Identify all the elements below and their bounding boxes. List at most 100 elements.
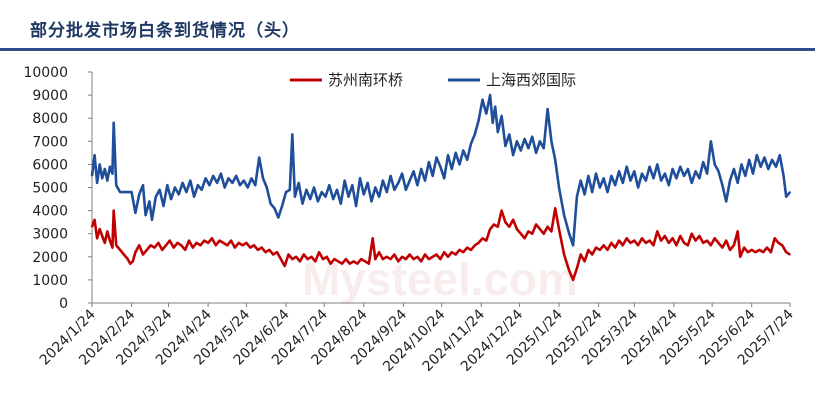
data-point <box>563 214 565 216</box>
data-point <box>320 191 323 193</box>
data-point <box>397 260 400 263</box>
data-point <box>356 262 359 265</box>
data-point <box>789 191 791 193</box>
data-point <box>235 175 237 177</box>
data-point <box>470 142 472 145</box>
data-point <box>412 258 415 260</box>
data-point <box>132 260 134 263</box>
data-point <box>520 232 522 235</box>
data-point <box>618 239 620 242</box>
data-point <box>474 133 476 136</box>
data-point <box>266 186 268 189</box>
y-tick-label: 2000 <box>32 250 68 266</box>
data-point <box>572 244 574 247</box>
data-point <box>287 253 290 256</box>
data-point <box>197 184 199 186</box>
data-point <box>374 258 377 260</box>
legend: 苏州南环桥 上海西郊国际 <box>290 71 576 89</box>
data-point <box>424 179 426 182</box>
data-point <box>485 239 488 242</box>
data-point <box>368 262 370 265</box>
data-point <box>184 249 186 251</box>
data-point <box>477 119 480 122</box>
data-point <box>119 249 121 251</box>
series-line <box>90 207 791 282</box>
data-point <box>664 172 666 175</box>
data-point <box>687 168 689 170</box>
data-point <box>386 255 388 258</box>
data-point <box>250 177 253 180</box>
data-point <box>729 249 731 251</box>
data-point <box>260 246 263 249</box>
data-point <box>345 258 347 260</box>
data-point <box>754 251 757 253</box>
data-point <box>148 200 151 203</box>
data-point <box>762 251 764 253</box>
data-point <box>273 207 276 210</box>
data-point <box>333 258 336 260</box>
data-point <box>347 195 350 198</box>
data-point <box>208 184 211 186</box>
data-point <box>336 189 338 191</box>
data-point <box>462 149 465 152</box>
data-point <box>393 253 396 256</box>
data-point <box>203 239 206 242</box>
data-point <box>172 246 175 249</box>
data-point <box>698 235 701 237</box>
data-point <box>276 251 278 253</box>
data-point <box>109 165 111 168</box>
data-point <box>744 175 747 177</box>
data-point <box>481 98 484 101</box>
data-point <box>386 191 388 193</box>
data-point <box>725 200 727 203</box>
y-tick-label: 6000 <box>32 157 68 173</box>
data-point <box>633 239 636 242</box>
data-point <box>310 255 313 258</box>
data-point <box>721 246 724 249</box>
data-point <box>713 237 716 240</box>
data-point <box>489 228 491 230</box>
data-point <box>550 230 553 233</box>
data-point <box>428 161 430 163</box>
data-point <box>170 198 172 200</box>
data-point <box>329 262 332 265</box>
data-point <box>683 242 685 244</box>
data-point <box>462 251 465 253</box>
y-tick-label: 4000 <box>32 204 68 220</box>
data-point <box>539 228 541 230</box>
data-point <box>443 177 446 180</box>
data-point <box>291 133 294 136</box>
data-point <box>447 255 449 258</box>
data-point <box>583 260 586 263</box>
data-point <box>523 138 526 140</box>
data-point <box>531 232 533 235</box>
data-point <box>622 244 624 247</box>
data-point <box>374 186 377 189</box>
data-point <box>289 189 291 191</box>
data-point <box>568 232 570 235</box>
data-point <box>96 237 98 240</box>
data-point <box>405 189 407 191</box>
data-point <box>306 258 309 260</box>
data-point <box>694 170 697 173</box>
data-point <box>297 182 300 184</box>
data-point <box>366 182 369 184</box>
data-point <box>542 232 545 235</box>
series-suzhou <box>90 207 791 282</box>
data-point <box>743 246 745 249</box>
data-point <box>269 202 272 205</box>
data-point <box>633 170 636 173</box>
data-point <box>675 244 678 247</box>
data-point <box>660 239 662 242</box>
data-point <box>717 242 720 244</box>
data-point <box>443 251 446 253</box>
data-point <box>162 205 165 207</box>
data-point <box>144 214 147 216</box>
data-point <box>702 242 704 244</box>
data-point <box>648 239 651 242</box>
data-point <box>512 219 514 221</box>
data-point <box>176 242 179 244</box>
data-point <box>497 131 499 133</box>
data-point <box>393 189 396 191</box>
